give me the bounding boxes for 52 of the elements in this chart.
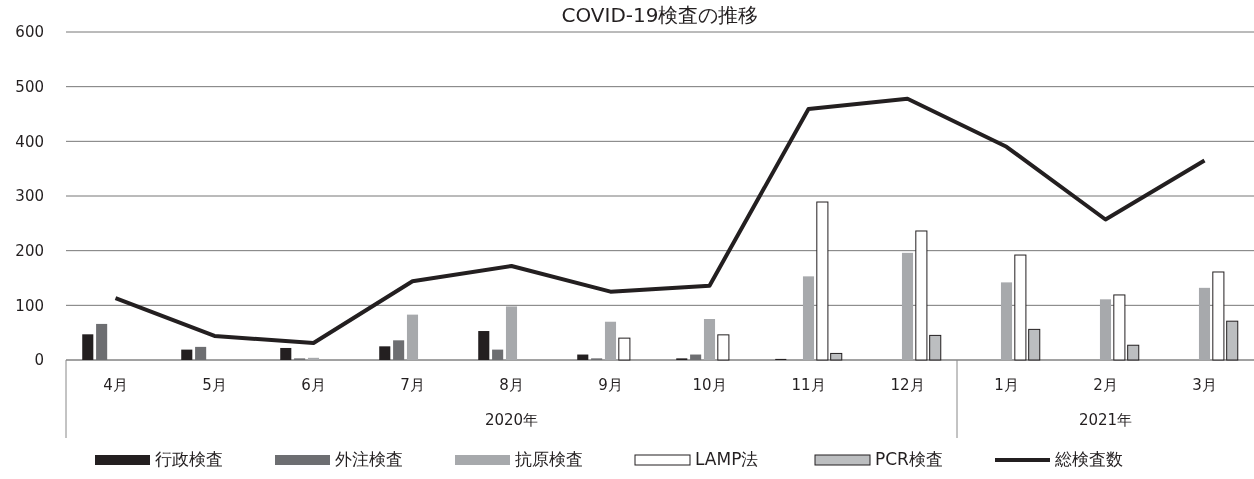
bar [1000,282,1013,360]
bar [1099,299,1112,360]
bar [703,319,716,360]
x-tick-label: 3月 [1192,376,1217,394]
bar [802,276,815,360]
bar [618,337,631,361]
bar [280,347,292,360]
x-tick-label: 9月 [598,376,623,394]
y-tick-label: 100 [15,296,44,315]
y-tick-label: 600 [15,23,44,42]
line-series [113,96,1207,346]
legend-label: 外注検査 [335,449,403,469]
bar [492,349,504,360]
y-tick-label: 300 [15,187,44,206]
x-tick-label: 10月 [692,376,727,394]
text: 2021年 [1078,411,1133,429]
x-tick-label: 8月 [499,376,524,394]
bar [406,314,419,360]
x-tick-label: 12月 [890,376,925,394]
bar [505,306,518,360]
bar [604,321,617,360]
y-tick-label: 500 [15,77,44,96]
legend-label: 抗原検査 [515,449,583,469]
x-tick-label: 1月 [994,376,1019,394]
bar [690,354,702,360]
bar [901,252,914,360]
bar [181,349,193,360]
x-tick-label: 7月 [400,376,425,394]
bar [393,340,405,360]
bar [478,331,490,360]
legend-label: 行政検査 [155,449,223,469]
x-tick-label: 4月 [103,376,128,394]
legend-label: 総検査数 [1054,449,1123,469]
bar [307,357,320,360]
x-tick-label: 5月 [202,376,227,394]
legend-label: PCR検査 [875,449,943,469]
chart-title: COVID-19検査の推移 [561,3,759,27]
y-tick-label: 200 [15,241,44,260]
bar [717,334,730,361]
y-tick-label: 0 [34,351,44,370]
x-tick-label: 2月 [1093,376,1118,394]
bar [379,346,391,360]
x-tick-label: 6月 [301,376,326,394]
x-tick-label: 11月 [791,376,826,394]
bar [577,354,589,360]
bar [195,346,207,360]
bar [1198,287,1211,360]
y-tick-label: 400 [15,132,44,151]
text: 2020年 [484,411,539,429]
bar [96,323,108,360]
bar [82,334,94,360]
legend-label: LAMP法 [695,449,759,469]
